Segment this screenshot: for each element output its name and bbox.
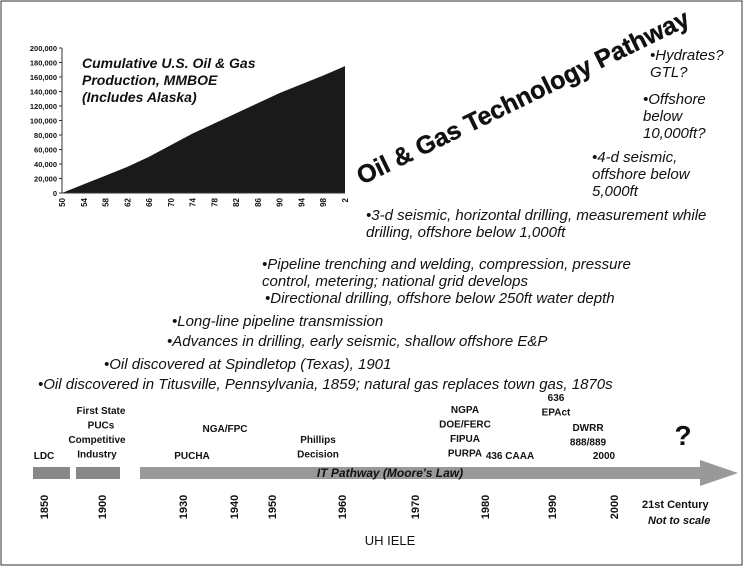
event-label: PUCHA xyxy=(174,451,210,462)
question-mark: ? xyxy=(674,420,691,451)
year-label: 1850 xyxy=(39,495,51,519)
era-bar xyxy=(76,467,120,479)
x-tick-label: 74 xyxy=(189,197,198,206)
x-tick-label: 90 xyxy=(276,197,285,206)
event-label: Competitive xyxy=(68,435,126,446)
y-tick-label: 20,000 xyxy=(34,175,57,184)
pathway-label: IT Pathway (Moore's Law) xyxy=(317,466,463,480)
year-label: 1990 xyxy=(547,495,559,519)
bullet: •Long-line pipeline transmission xyxy=(172,313,384,330)
bullet: •Directional drilling, offshore below 25… xyxy=(265,290,615,307)
bullet: •4-d seismic, offshore below 5,000ft xyxy=(592,149,690,200)
bullet: •Oil discovered in Titusville, Pennsylva… xyxy=(38,376,613,393)
bullet: •Oil discovered at Spindletop (Texas), 1… xyxy=(104,356,392,373)
event-label: PUCs xyxy=(88,421,115,432)
y-tick-label: 100,000 xyxy=(30,117,57,126)
event-label: 888/889 xyxy=(570,438,607,449)
bullet: •Advances in drilling, early seismic, sh… xyxy=(167,333,548,350)
bullet: •Hydrates? GTL? xyxy=(650,47,724,81)
y-tick-label: 40,000 xyxy=(34,160,57,169)
x-tick-label: 70 xyxy=(167,197,176,206)
event-label: NGA/FPC xyxy=(203,424,248,435)
year-label: 2000 xyxy=(609,495,621,519)
year-label: 1960 xyxy=(337,495,349,519)
event-label: EPAct xyxy=(542,408,571,419)
pathway-arrow xyxy=(140,460,738,486)
era-bar xyxy=(33,467,70,479)
event-label: Industry xyxy=(77,450,117,461)
x-tick-label: 2 xyxy=(341,197,350,202)
bullet: •Pipeline trenching and welding, compres… xyxy=(262,256,631,290)
event-label: NGPA xyxy=(451,405,479,416)
x-tick-label: 50 xyxy=(58,197,67,206)
x-tick-label: 94 xyxy=(297,197,306,206)
event-label: 2000 xyxy=(593,451,616,462)
event-label: PURPA xyxy=(448,449,482,460)
y-tick-label: 120,000 xyxy=(30,102,57,111)
event-label: DWRR xyxy=(572,423,604,434)
x-tick-label: 58 xyxy=(102,197,111,206)
x-tick-label: 54 xyxy=(80,197,89,206)
event-label: 636 xyxy=(548,393,565,404)
y-tick-label: 140,000 xyxy=(30,88,57,97)
bullet: •Offshore below 10,000ft? xyxy=(643,91,706,142)
x-tick-label: 66 xyxy=(145,197,154,206)
event-label: Decision xyxy=(297,450,339,461)
year-label: 1940 xyxy=(229,495,241,519)
y-tick-label: 60,000 xyxy=(34,146,57,155)
y-tick-label: 200,000 xyxy=(30,44,57,53)
x-tick-label: 78 xyxy=(210,197,219,206)
y-tick-label: 160,000 xyxy=(30,73,57,82)
event-label: First State xyxy=(77,406,126,417)
y-tick-label: 180,000 xyxy=(30,59,57,68)
y-tick-label: 0 xyxy=(53,189,57,198)
year-label: 1930 xyxy=(178,495,190,519)
scale-note: Not to scale xyxy=(648,515,710,527)
year-label: 1950 xyxy=(267,495,279,519)
event-label: Phillips xyxy=(300,435,336,446)
y-tick-label: 80,000 xyxy=(34,131,57,140)
year-label: 1900 xyxy=(97,495,109,519)
century-label: 21st Century xyxy=(642,499,710,511)
x-tick-label: 98 xyxy=(319,197,328,206)
event-label: DOE/FERC xyxy=(439,420,491,431)
x-tick-label: 62 xyxy=(123,197,132,206)
event-label: LDC xyxy=(34,451,55,462)
x-tick-label: 82 xyxy=(232,197,241,206)
x-tick-label: 86 xyxy=(254,197,263,206)
footer: UH IELE xyxy=(365,533,416,548)
event-label: 436 CAAA xyxy=(486,451,534,462)
area xyxy=(62,66,345,193)
year-label: 1970 xyxy=(410,495,422,519)
chart-title: Cumulative U.S. Oil & Gas Production, MM… xyxy=(82,55,256,105)
year-label: 1980 xyxy=(480,495,492,519)
event-label: FIPUA xyxy=(450,434,480,445)
bullet: •3-d seismic, horizontal drilling, measu… xyxy=(366,207,707,241)
